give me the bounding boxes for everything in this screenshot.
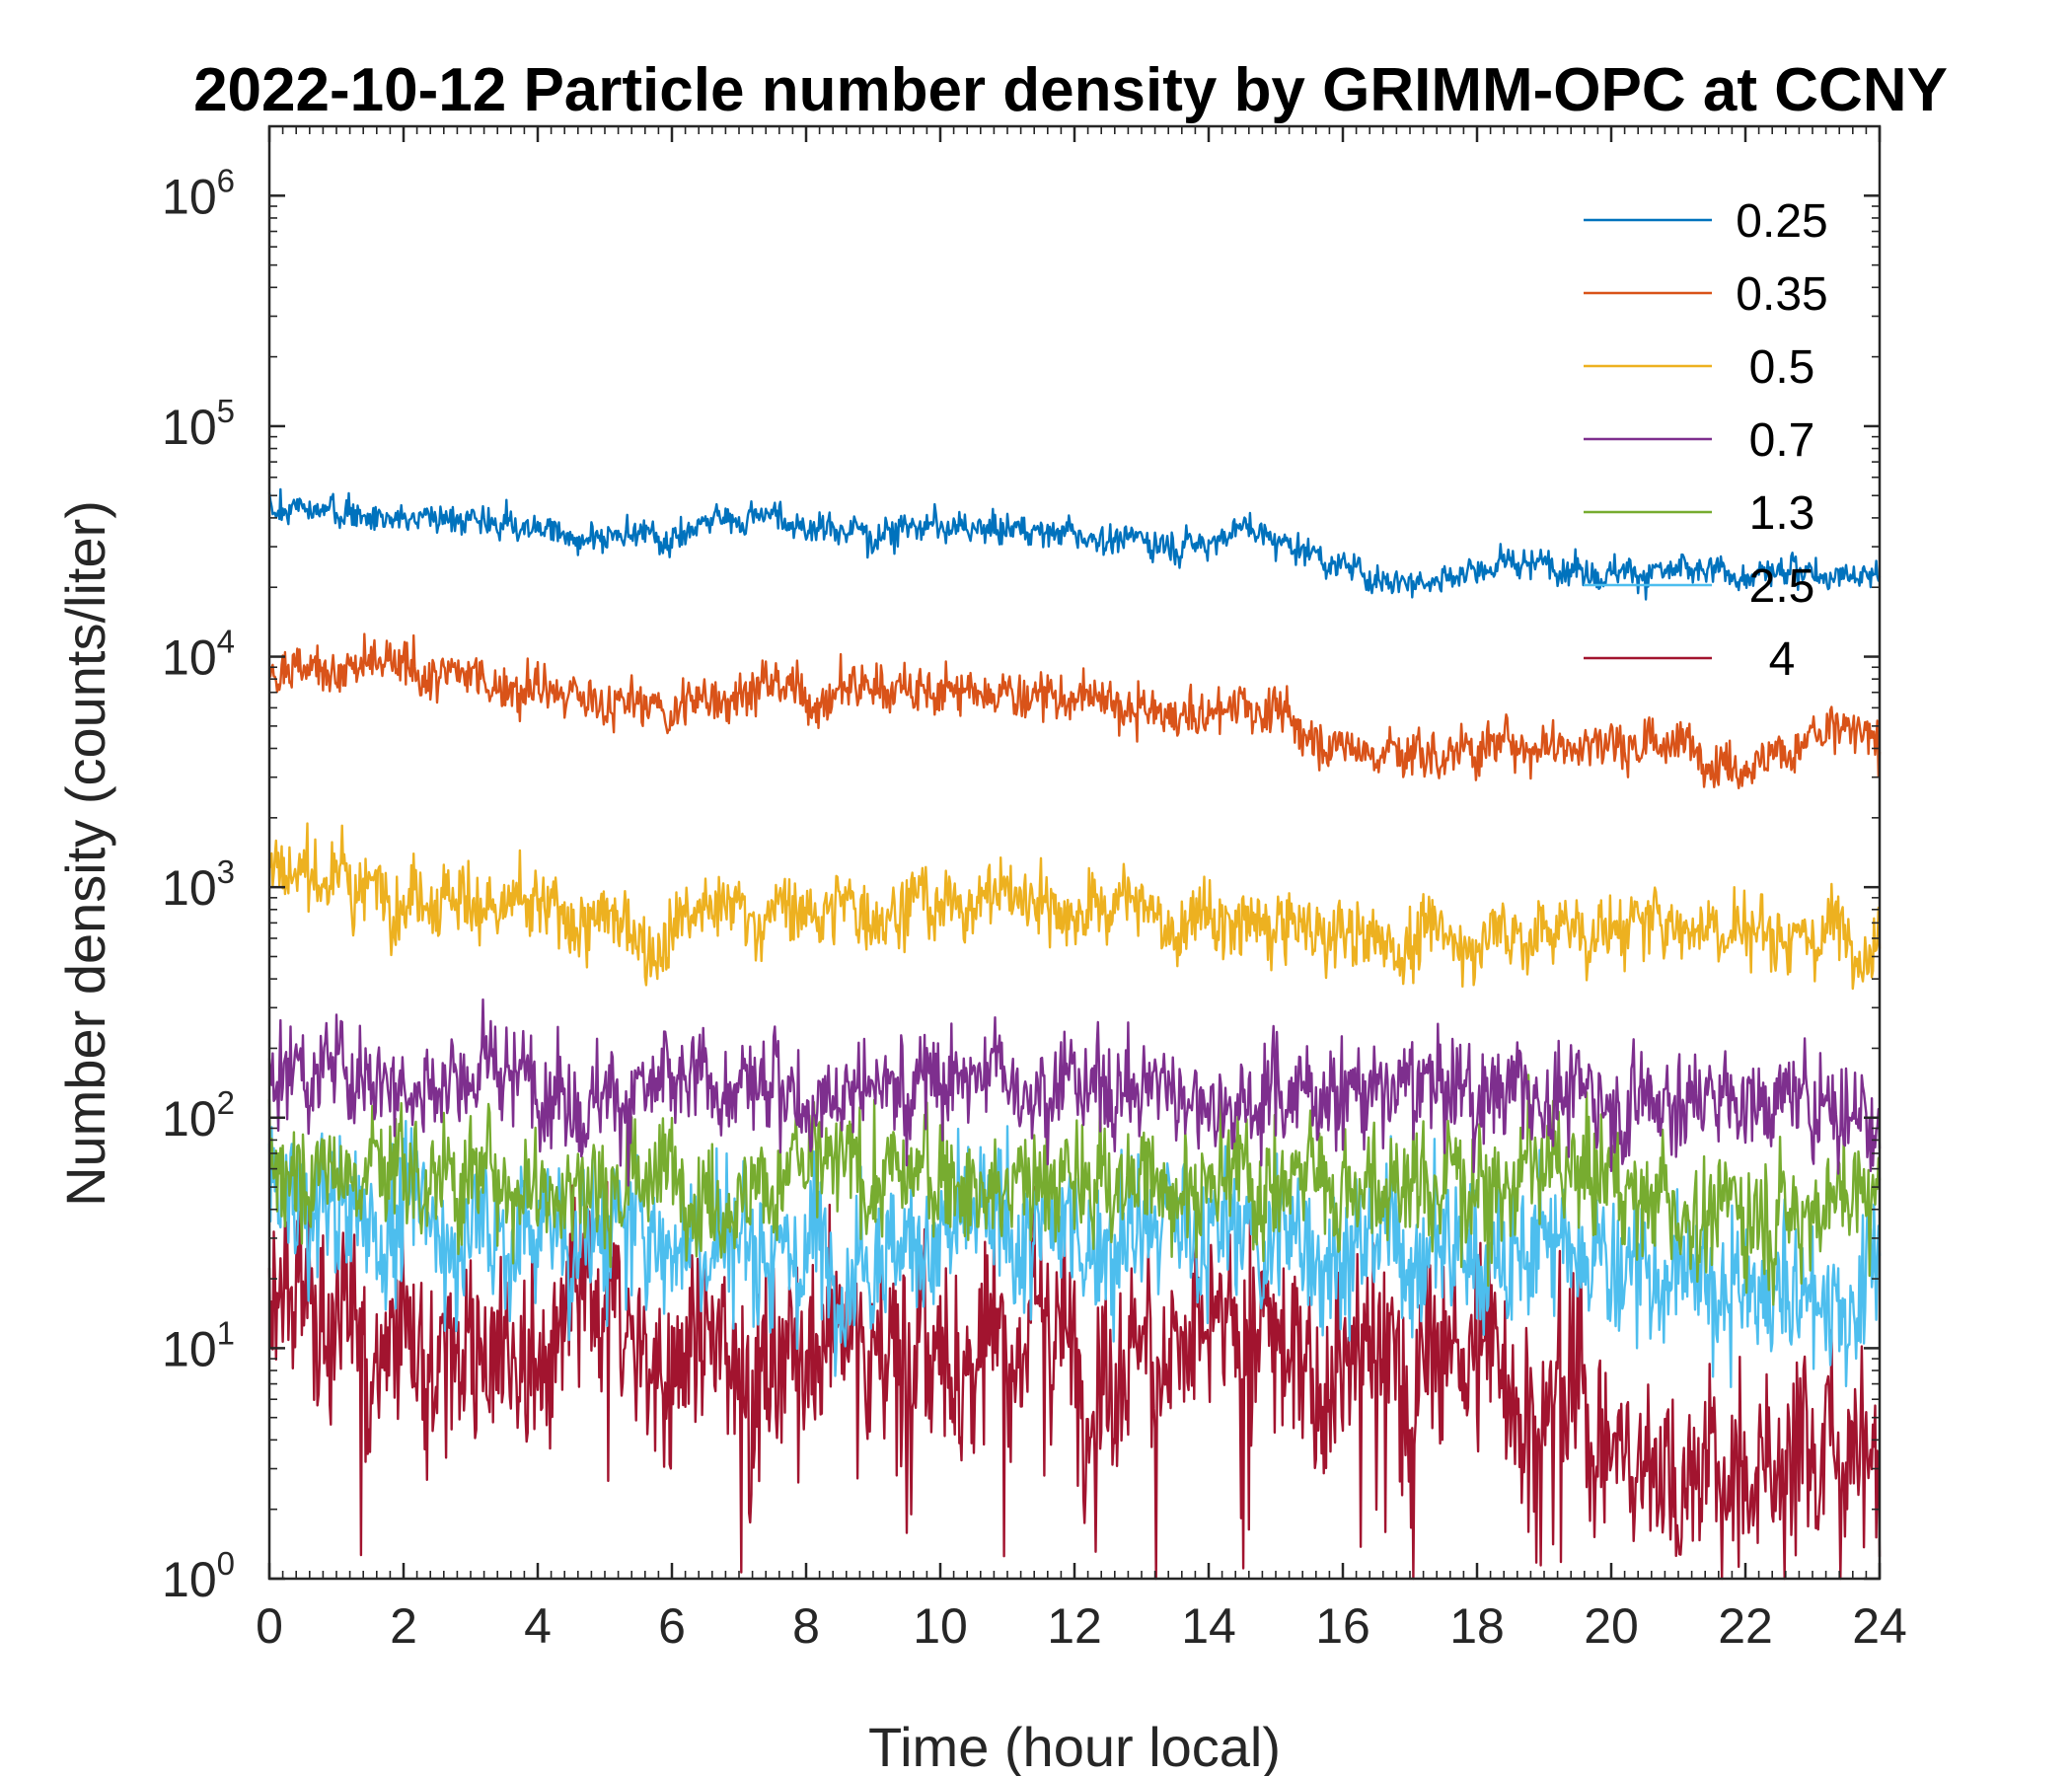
x-tick-label: 12 bbox=[1047, 1598, 1102, 1654]
legend-label-2.5: 2.5 bbox=[1749, 560, 1815, 613]
y-tick-base: 10 bbox=[162, 860, 217, 916]
x-tick-label: 20 bbox=[1584, 1598, 1639, 1654]
chart-title: 2022-10-12 Particle number density by GR… bbox=[193, 56, 1948, 124]
y-tick-label: 102 bbox=[162, 1084, 235, 1147]
legend-label-0.25: 0.25 bbox=[1736, 195, 1827, 248]
y-tick-base: 10 bbox=[162, 400, 217, 455]
x-tick-label: 8 bbox=[792, 1598, 820, 1654]
y-tick-base: 10 bbox=[162, 1091, 217, 1147]
y-tick-exponent: 2 bbox=[217, 1084, 235, 1121]
legend-label-4: 4 bbox=[1769, 633, 1796, 686]
y-tick-base: 10 bbox=[162, 1321, 217, 1376]
x-tick-label: 2 bbox=[390, 1598, 417, 1654]
y-tick-base: 10 bbox=[162, 169, 217, 224]
x-tick-labels: 0 2 4 6 8 10 12 14 16 18 20 22 24 bbox=[256, 1598, 1907, 1654]
y-tick-label: 105 bbox=[162, 393, 235, 455]
legend-label-0.35: 0.35 bbox=[1736, 268, 1827, 321]
x-tick-label: 14 bbox=[1181, 1598, 1236, 1654]
ticks-group bbox=[267, 125, 1882, 1581]
y-tick-base: 10 bbox=[162, 630, 217, 686]
x-tick-label: 18 bbox=[1449, 1598, 1505, 1654]
y-tick-exponent: 1 bbox=[217, 1314, 235, 1351]
y-tick-label: 103 bbox=[162, 853, 235, 916]
x-tick-label: 24 bbox=[1852, 1598, 1907, 1654]
x-tick-label: 10 bbox=[913, 1598, 968, 1654]
x-tick-label: 4 bbox=[524, 1598, 552, 1654]
legend: 0.25 0.35 0.5 0.7 1.3 2.5 4 bbox=[1584, 195, 1828, 686]
series-line-0.25 bbox=[267, 487, 1882, 601]
y-tick-exponent: 4 bbox=[217, 624, 235, 660]
y-tick-label: 100 bbox=[162, 1545, 235, 1607]
x-tick-label: 16 bbox=[1315, 1598, 1370, 1654]
x-tick-label: 6 bbox=[658, 1598, 686, 1654]
y-tick-exponent: 0 bbox=[217, 1545, 235, 1582]
series-line-2.5 bbox=[267, 1119, 1882, 1389]
x-tick-label: 0 bbox=[256, 1598, 283, 1654]
y-tick-label: 104 bbox=[162, 624, 235, 686]
series-line-0.35 bbox=[268, 632, 1882, 789]
legend-label-1.3: 1.3 bbox=[1749, 487, 1815, 540]
y-tick-exponent: 5 bbox=[217, 393, 235, 429]
y-axis-label: Number density (counts/liter) bbox=[54, 500, 116, 1207]
series-line-0.5 bbox=[267, 822, 1882, 991]
y-tick-label: 101 bbox=[162, 1314, 235, 1376]
y-tick-exponent: 3 bbox=[217, 853, 235, 890]
series-line-0.7 bbox=[267, 998, 1882, 1187]
y-tick-exponent: 6 bbox=[217, 162, 235, 198]
series-line-4 bbox=[267, 1180, 1882, 1581]
legend-label-0.7: 0.7 bbox=[1749, 414, 1815, 467]
y-tick-label: 106 bbox=[162, 162, 235, 224]
series-group bbox=[267, 487, 1882, 1581]
x-axis-label: Time (hour local) bbox=[868, 1716, 1281, 1776]
legend-label-0.5: 0.5 bbox=[1749, 341, 1815, 394]
y-tick-base: 10 bbox=[162, 1552, 217, 1607]
x-tick-label: 22 bbox=[1718, 1598, 1773, 1654]
